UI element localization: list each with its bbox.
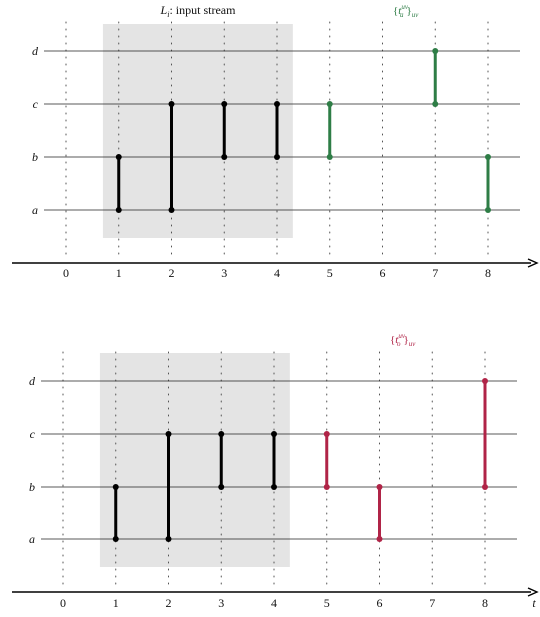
tick-label: 3	[221, 266, 227, 280]
edge-endpoint	[271, 484, 277, 490]
edge-endpoint	[115, 154, 122, 160]
edge-endpoint	[482, 484, 488, 490]
tick-label: 1	[113, 596, 119, 610]
edge-endpoint	[274, 154, 280, 160]
tick-label: 5	[327, 266, 333, 280]
node-label-b: b	[29, 480, 35, 494]
input-stream-title: Li: input stream	[160, 3, 237, 19]
tick-label: 2	[169, 266, 175, 280]
edge-endpoint	[274, 101, 280, 107]
tick-label: 1	[116, 266, 122, 280]
node-label-c: c	[33, 97, 39, 111]
edge-set-label: {tuv o}uv	[390, 332, 416, 348]
edge-endpoint	[165, 536, 172, 542]
time-axis-label: t	[532, 596, 536, 610]
edge-endpoint	[271, 431, 277, 437]
node-label-b: b	[32, 150, 38, 164]
tick-label: 4	[271, 596, 277, 610]
tick-label: 7	[432, 266, 438, 280]
edge-endpoint	[218, 431, 225, 437]
node-label-a: a	[29, 532, 35, 546]
edge-endpoint	[112, 536, 119, 542]
edge-set-label: {tuv a}uv	[393, 3, 419, 19]
edge-endpoint	[326, 101, 333, 107]
edge-endpoint	[323, 431, 330, 437]
node-label-c: c	[30, 427, 36, 441]
node-label-d: d	[29, 374, 36, 388]
tick-label: 0	[60, 596, 66, 610]
tick-label: 4	[274, 266, 280, 280]
node-label-a: a	[32, 203, 38, 217]
node-label-d: d	[32, 44, 39, 58]
edge-endpoint	[482, 378, 488, 384]
tick-label: 5	[324, 596, 330, 610]
tick-label: 6	[377, 596, 383, 610]
tick-label: 7	[429, 596, 435, 610]
tick-label: 6	[380, 266, 386, 280]
edge-endpoint	[221, 154, 228, 160]
edge-endpoint	[168, 101, 175, 107]
edge-endpoint	[432, 48, 439, 54]
time-axis-arrow	[527, 587, 539, 597]
edge-endpoint	[326, 154, 333, 160]
tick-label: 0	[63, 266, 69, 280]
tick-label: 8	[485, 266, 491, 280]
edge-endpoint	[323, 484, 330, 490]
edge-endpoint	[221, 101, 228, 107]
edge-endpoint	[485, 207, 491, 213]
input-stream-region	[99, 353, 290, 567]
edge-endpoint	[168, 207, 175, 213]
panel-1: a b c d 0 1 2 3 4 5 6 7 8 Li: input stream {tuv a}uv	[12, 3, 539, 280]
edge-endpoint	[376, 484, 383, 490]
edge-endpoint	[165, 431, 172, 437]
tick-label: 3	[218, 596, 224, 610]
edge-endpoint	[218, 484, 225, 490]
edge-endpoint	[376, 536, 383, 542]
edge-endpoint	[432, 101, 439, 107]
panel-2: a b c d 0 1 2 3 4 5 6 7 8 t {tuv o}uv	[12, 332, 539, 610]
tick-label: 8	[482, 596, 488, 610]
time-axis-arrow	[527, 258, 539, 268]
edge-endpoint	[115, 207, 122, 213]
edge-endpoint	[112, 484, 119, 490]
tick-label: 2	[166, 596, 172, 610]
edge-endpoint	[485, 154, 491, 160]
input-stream-region	[102, 24, 293, 238]
